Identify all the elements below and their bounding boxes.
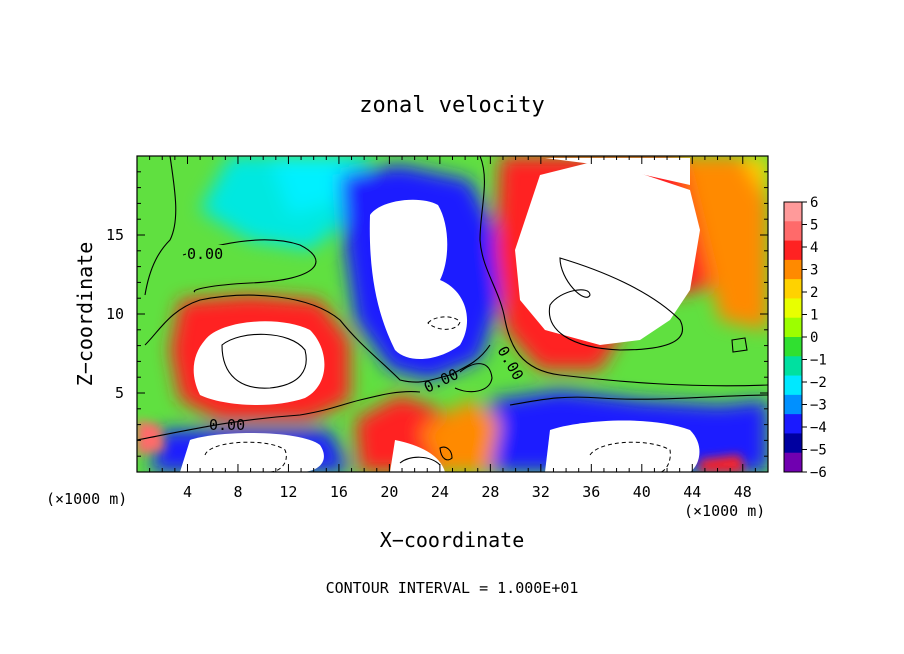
- y-tick-label: 10: [106, 305, 124, 323]
- x-tick-label: 36: [582, 483, 600, 501]
- colorbar-cell: [784, 202, 802, 222]
- x-tick-label: 40: [633, 483, 651, 501]
- colorbar-label: −2: [810, 375, 827, 391]
- colorbar-cell: [784, 375, 802, 396]
- x-tick-label: 28: [481, 483, 499, 501]
- colorbar-label: 3: [810, 263, 818, 279]
- heatmap-field: [137, 156, 768, 472]
- colorbar-cell: [784, 433, 802, 454]
- contour-label: 0.00: [209, 416, 245, 434]
- x-axis: 4 8 12 16 20 24 28 32 36 40 44 48: [149, 156, 756, 501]
- x-tick-label: 48: [734, 483, 752, 501]
- x-tick-label: 32: [532, 483, 550, 501]
- colorbar-label: −1: [810, 353, 827, 369]
- x-axis-label: X−coordinate: [380, 528, 525, 552]
- colorbar: 6 5 4 3 2 1 0 −1 −2 −3 −4 −5 −6: [783, 195, 827, 481]
- contour-interval-note: CONTOUR INTERVAL = 1.000E+01: [326, 579, 579, 597]
- y-axis-label: Z−coordinate: [73, 242, 97, 387]
- colorbar-cell: [784, 259, 802, 280]
- x-tick-label: 24: [431, 483, 449, 501]
- colorbar-cell: [784, 298, 802, 319]
- x-tick-label: 12: [279, 483, 297, 501]
- colorbar-cell: [784, 452, 802, 473]
- colorbar-cell: [784, 394, 802, 415]
- colorbar-label: 0: [810, 330, 818, 346]
- y-axis: 5 10 15: [106, 171, 768, 457]
- contour-label: 0.00: [187, 245, 223, 263]
- colorbar-label: 6: [810, 195, 818, 211]
- chart-title: zonal velocity: [359, 93, 544, 118]
- y-tick-label: 5: [115, 384, 124, 402]
- colorbar-label: −3: [810, 398, 827, 414]
- colorbar-label: −5: [810, 443, 827, 459]
- colorbar-cell: [784, 279, 802, 299]
- colorbar-cell: [784, 356, 802, 376]
- x-tick-label: 16: [330, 483, 348, 501]
- x-unit-left: (×1000 m): [46, 490, 127, 508]
- dashed-contours: [204, 316, 671, 472]
- colorbar-label: 4: [810, 240, 818, 256]
- colorbar-cell: [784, 240, 802, 261]
- contour-lines: [137, 156, 768, 466]
- x-unit-right: (×1000 m): [684, 502, 765, 520]
- colorbar-cell: [784, 414, 802, 434]
- x-tick-label: 8: [233, 483, 242, 501]
- colorbar-label: 2: [810, 285, 818, 301]
- x-tick-label: 20: [380, 483, 398, 501]
- colorbar-cell: [784, 337, 802, 357]
- colorbar-label: −6: [810, 465, 827, 481]
- colorbar-label: 5: [810, 218, 818, 234]
- y-tick-label: 15: [106, 226, 124, 244]
- colorbar-cell: [784, 317, 802, 338]
- colorbar-cell: [784, 221, 802, 241]
- x-tick-label: 4: [183, 483, 192, 501]
- x-tick-label: 44: [683, 483, 701, 501]
- colorbar-label: 1: [810, 308, 818, 324]
- colorbar-label: −4: [810, 420, 827, 436]
